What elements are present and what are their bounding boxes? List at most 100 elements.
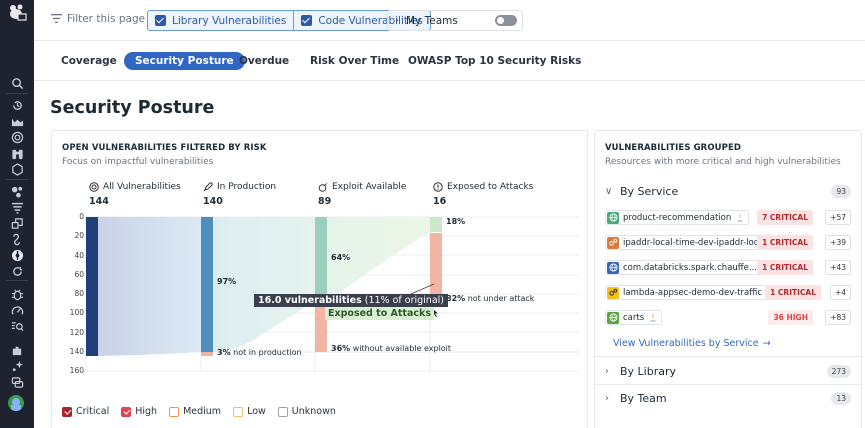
bar-not-under-attack <box>430 233 442 302</box>
group-label: By Service <box>620 185 679 198</box>
checkbox-checked-icon[interactable] <box>155 15 166 26</box>
service-row: lambda-appsec-demo-dev-traffic 1 CRITICA… <box>605 285 851 300</box>
label-not-attacked-pct: 82% <box>446 294 466 303</box>
legend-critical[interactable]: Critical <box>62 406 109 417</box>
label-exposed-pct: 18% <box>446 217 466 226</box>
service-row: product-recommendation 7 CRITICAL +57 <box>605 210 851 225</box>
label-in-prod-pct: 97% <box>217 277 237 286</box>
filter-code-vulnerabilities[interactable]: Code Vulnerabilities <box>293 11 430 30</box>
legend-medium[interactable]: Medium <box>169 406 221 417</box>
avatar-icon <box>11 398 21 411</box>
apm-icon[interactable] <box>9 184 25 198</box>
tooltip-value: 16.0 vulnerabilities <box>258 295 362 306</box>
severity-badge[interactable]: 1 CRITICAL <box>765 285 821 300</box>
checkbox-unchecked-icon[interactable] <box>277 406 288 417</box>
bar-all-vulnerabilities <box>86 217 98 356</box>
service-pill[interactable]: product-recommendation <box>605 210 750 225</box>
severity-badge[interactable]: 36 HIGH <box>768 310 813 325</box>
sidebar <box>0 0 34 428</box>
bomb-icon <box>318 182 328 192</box>
ci-icon[interactable] <box>9 264 25 278</box>
tab-coverage[interactable]: Coverage <box>61 55 117 67</box>
severity-badge[interactable]: 1 CRITICAL <box>757 235 813 250</box>
tooltip-stage-label: Exposed to Attacks <box>325 307 434 320</box>
my-teams-filter[interactable]: › My Teams <box>387 10 523 31</box>
group-by-library-header[interactable]: › By Library 273 <box>605 365 851 378</box>
tab-owasp-top-10[interactable]: OWASP Top 10 Security Risks <box>408 55 582 67</box>
tab-security-posture[interactable]: Security Posture <box>124 52 245 70</box>
chevron-right-icon: › <box>605 393 609 404</box>
group-label: By Library <box>620 365 677 378</box>
watchdog-icon[interactable] <box>9 130 25 144</box>
sidebar-divider <box>6 179 28 180</box>
group-by-team-header[interactable]: › By Team 13 <box>605 392 851 405</box>
more-count-badge[interactable]: +43 <box>825 260 851 275</box>
more-count-badge[interactable]: +39 <box>825 235 851 250</box>
checkbox-checked-icon[interactable] <box>301 15 313 26</box>
history-icon[interactable] <box>9 98 25 112</box>
gauge-icon[interactable] <box>9 303 25 317</box>
checkbox-checked-icon[interactable] <box>121 406 132 417</box>
chevron-right-icon: › <box>605 366 609 377</box>
synthetics-icon[interactable] <box>9 216 25 230</box>
legend-unknown[interactable]: Unknown <box>277 406 336 417</box>
severity-badge[interactable]: 7 CRITICAL <box>757 210 813 225</box>
label-no-exploit-pct: 36% <box>331 344 351 353</box>
y-tick: 60 <box>74 270 84 279</box>
service-pill[interactable]: carts <box>605 310 663 325</box>
search-icon[interactable] <box>9 76 25 90</box>
service-name: carts <box>623 312 645 323</box>
more-count-badge[interactable]: +4 <box>829 285 851 300</box>
filter-library-vulnerabilities[interactable]: Library Vulnerabilities <box>148 11 293 30</box>
more-count-badge[interactable]: +57 <box>825 210 851 225</box>
more-count-badge[interactable]: +83 <box>825 310 851 325</box>
tab-risk-over-time[interactable]: Risk Over Time <box>310 55 400 67</box>
logs-icon[interactable] <box>9 200 25 214</box>
dashboards-icon[interactable] <box>9 114 25 128</box>
y-tick: 20 <box>74 231 84 240</box>
binoculars-icon[interactable] <box>9 146 25 160</box>
java-icon <box>650 313 657 322</box>
sparkle-icon[interactable] <box>9 359 25 373</box>
checkbox-unchecked-icon[interactable] <box>169 406 180 417</box>
page-title: Security Posture <box>50 98 215 118</box>
service-pill[interactable]: lambda-appsec-demo-dev-traffic <box>605 285 768 300</box>
group-by-service-header[interactable]: ∨ By Service 93 <box>605 185 851 198</box>
y-tick: 160 <box>69 366 84 375</box>
stage-name: In Production <box>217 182 277 192</box>
datadog-logo-icon[interactable] <box>6 2 28 24</box>
label-not-attacked-text: not under attack <box>467 294 535 303</box>
integrations-puzzle-icon[interactable] <box>9 343 25 357</box>
checkbox-checked-icon[interactable] <box>62 406 72 417</box>
service-pill[interactable]: ipaddr-local-time-dev-ipaddr-loca... <box>605 235 777 250</box>
my-teams-toggle[interactable] <box>495 15 517 26</box>
stage-exposed-to-attacks: Exposed to Attacks 16 <box>433 182 533 207</box>
infrastructure-icon[interactable] <box>9 162 25 176</box>
service-row: carts 36 HIGH +83 <box>605 310 851 325</box>
view-vulnerabilities-by-service-link[interactable]: View Vulnerabilities by Service → <box>613 338 771 349</box>
checkbox-unchecked-icon[interactable] <box>233 406 244 417</box>
service-pill[interactable]: com.databricks.spark.chauffe... <box>605 260 778 275</box>
group-count: 273 <box>826 365 851 378</box>
legend-low[interactable]: Low <box>233 406 266 417</box>
security-icon[interactable] <box>9 248 25 262</box>
y-tick: 80 <box>74 289 84 298</box>
notebook-search-icon[interactable] <box>9 319 25 333</box>
bug-icon[interactable] <box>9 287 25 301</box>
stage-name: All Vulnerabilities <box>103 182 181 192</box>
legend-high[interactable]: High <box>121 406 157 417</box>
funnel-chart <box>85 216 579 372</box>
y-tick: 0 <box>79 212 84 221</box>
bar-in-production <box>201 217 213 352</box>
tab-overdue[interactable]: Overdue <box>239 55 290 67</box>
funnel-card: OPEN VULNERABILITIES FILTERED BY RISK Fo… <box>51 130 588 428</box>
group-count: 93 <box>831 185 851 198</box>
avatar[interactable] <box>8 395 24 411</box>
severity-badge[interactable]: 1 CRITICAL <box>757 260 813 275</box>
integrations-icon[interactable] <box>9 232 25 246</box>
copy-icon[interactable] <box>9 375 25 389</box>
vulnerability-type-filter: Library Vulnerabilities Code Vulnerabili… <box>147 10 431 31</box>
bar-exposed <box>430 217 442 232</box>
function-icon <box>607 286 619 299</box>
bar-exploit-available <box>315 217 327 302</box>
